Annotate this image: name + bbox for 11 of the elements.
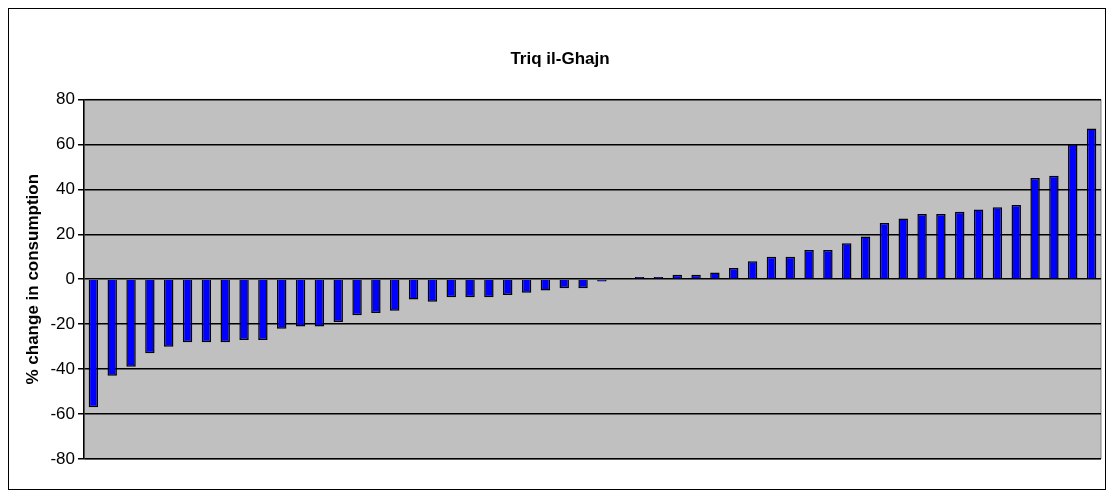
y-tick-label: 80 [56, 89, 75, 109]
y-tick-label: -60 [50, 403, 75, 423]
y-tick-label: 40 [56, 178, 75, 198]
y-tick-label: 20 [56, 223, 75, 243]
y-tick-label: 0 [65, 268, 75, 288]
y-tick-label: 60 [56, 134, 75, 154]
y-tick-label: -80 [50, 448, 75, 468]
y-tick-label: -40 [50, 358, 75, 378]
y-tick-label: -20 [50, 313, 75, 333]
chart-title: Triq il-Ghajn [510, 48, 610, 68]
y-axis-title: % change in consumption [22, 173, 42, 385]
